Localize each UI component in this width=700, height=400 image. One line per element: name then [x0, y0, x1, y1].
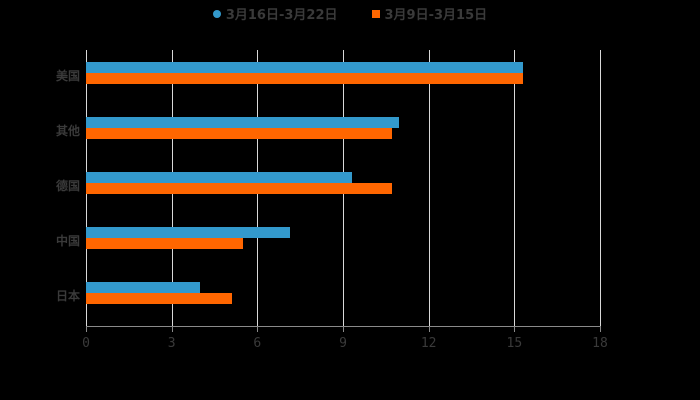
y-category-label: 中国: [55, 234, 80, 249]
legend-marker-square-icon: [371, 9, 380, 18]
gridline: [514, 50, 516, 326]
bar-series-2[interactable]: [86, 127, 392, 139]
gridline: [428, 50, 430, 326]
bar-series-2[interactable]: [86, 183, 392, 194]
legend-item-series-1[interactable]: 3月16日-3月22日: [212, 4, 338, 23]
x-tick-label: 3: [167, 336, 176, 351]
gridline: [600, 50, 601, 326]
chart-legend: 3月16日-3月22日 3月9日-3月15日: [0, 4, 700, 23]
x-tick-label: 18: [592, 336, 608, 351]
bar-series-1[interactable]: [86, 227, 291, 239]
y-category-label: 日本: [55, 289, 80, 304]
x-tick-label: 9: [339, 336, 347, 351]
x-tick: [171, 326, 173, 332]
x-tick-label: 6: [253, 336, 262, 351]
bar-series-2[interactable]: [86, 72, 523, 84]
x-tick: [343, 326, 344, 332]
x-tick: [257, 326, 259, 332]
x-axis-line: [86, 326, 600, 327]
y-category-label: 其他: [55, 123, 80, 138]
legend-marker-circle-icon: [212, 9, 221, 18]
y-category-label: 德国: [55, 179, 80, 193]
legend-label: 3月16日-3月22日: [225, 8, 338, 23]
y-category-label: 美国: [55, 68, 80, 83]
x-tick-label: 12: [420, 336, 437, 351]
legend-item-series-2[interactable]: 3月9日-3月15日: [371, 4, 488, 23]
legend-label: 3月9日-3月15日: [384, 8, 488, 23]
x-tick-label: 15: [506, 336, 523, 351]
bar-series-1[interactable]: [86, 172, 352, 183]
x-tick-label: 0: [82, 336, 90, 351]
bar-series-2[interactable]: [86, 238, 244, 250]
bar-series-1[interactable]: [86, 116, 399, 128]
x-tick: [514, 326, 516, 332]
x-tick: [86, 326, 87, 332]
x-tick: [600, 326, 601, 332]
bar-series-1[interactable]: [86, 61, 523, 73]
bar-series-1[interactable]: [86, 282, 201, 294]
bar-series-2[interactable]: [86, 293, 232, 305]
x-tick: [428, 326, 430, 332]
